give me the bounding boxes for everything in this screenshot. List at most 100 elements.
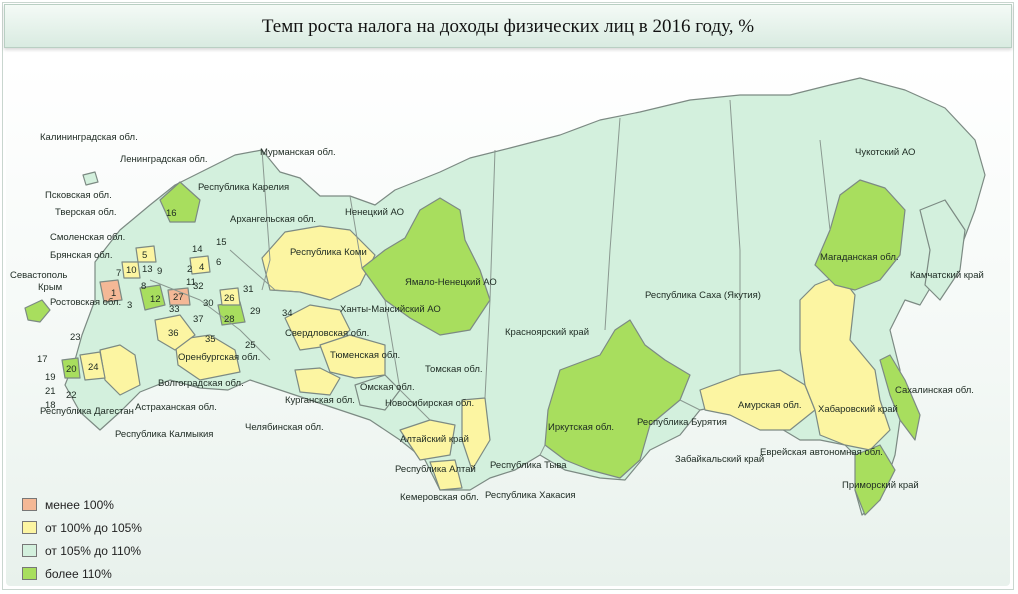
label-kemerovo: Кемеровская обл. xyxy=(400,492,479,503)
label-krasnoyarsk: Красноярский край xyxy=(505,327,589,338)
region-yamal xyxy=(361,197,491,336)
label-sakhalin: Сахалинская обл. xyxy=(895,385,974,396)
label-jewish: Еврейская автономная обл. xyxy=(760,447,883,458)
label-khakasia: Республика Хакасия xyxy=(485,490,576,501)
label-zabaikal: Забайкальский край xyxy=(675,454,764,465)
region-number: 13 xyxy=(142,264,153,275)
legend-label: от 105% до 110% xyxy=(45,543,142,558)
title-bar: Темп роста налога на доходы физических л… xyxy=(4,4,1012,48)
label-orenburg: Оренбургская обл. xyxy=(178,352,260,363)
region-number: 37 xyxy=(193,314,204,325)
legend-item: от 105% до 110% xyxy=(22,539,142,562)
region-omsk xyxy=(354,374,401,411)
region-number: 24 xyxy=(88,362,99,373)
region-number: 27 xyxy=(173,292,184,303)
label-tyumen: Тюменская обл. xyxy=(330,350,400,361)
label-crimea: Крым xyxy=(38,282,62,293)
label-tyva: Республика Тыва xyxy=(490,460,567,471)
legend-swatch-yellow xyxy=(22,521,37,534)
label-murmansk: Мурманская обл. xyxy=(260,147,336,158)
label-pskov: Псковская обл. xyxy=(45,190,112,201)
legend-swatch-orange xyxy=(22,498,37,511)
region-kalmykia xyxy=(79,351,106,381)
label-nenets: Ненецкий АО xyxy=(345,207,404,218)
region-primorsky xyxy=(854,444,896,516)
legend-label: менее 100% xyxy=(45,497,114,512)
label-omsk: Омская обл. xyxy=(360,382,415,393)
region-sakhalin xyxy=(879,354,921,441)
label-sevastopol: Севастополь xyxy=(10,270,67,281)
label-khabarovsk: Хабаровский край xyxy=(818,404,898,415)
legend-swatch-light-green xyxy=(22,544,37,557)
region-number: 10 xyxy=(126,265,137,276)
region-number: 22 xyxy=(66,390,77,401)
region-number: 11 xyxy=(186,277,196,288)
region-altai-krai xyxy=(399,419,456,461)
region-12 xyxy=(139,284,166,311)
label-kaliningrad: Калининградская обл. xyxy=(40,132,138,143)
region-number: 17 xyxy=(37,354,48,365)
label-smolensk: Смоленская обл. xyxy=(50,232,125,243)
region-number: 32 xyxy=(193,281,204,292)
region-magadan xyxy=(814,179,906,291)
region-5 xyxy=(135,245,157,263)
region-20 xyxy=(61,357,81,379)
region-number: 36 xyxy=(168,328,179,339)
region-number: 8 xyxy=(141,281,146,292)
region-number: 6 xyxy=(216,257,221,268)
region-kemerovo xyxy=(461,397,491,471)
legend: менее 100% от 100% до 105% от 105% до 11… xyxy=(22,493,142,585)
region-sverdlovsk xyxy=(284,304,351,351)
region-kurgan xyxy=(294,367,341,396)
region-number: 30 xyxy=(203,298,214,309)
region-number: 4 xyxy=(199,262,204,273)
label-kalmykia: Республика Калмыкия xyxy=(115,429,213,440)
region-1 xyxy=(99,279,123,303)
label-khanty: Ханты-Мансийский АО xyxy=(340,304,441,315)
label-novosibirsk: Новосибирская обл. xyxy=(385,398,474,409)
region-number: 7 xyxy=(116,268,121,279)
region-number: 19 xyxy=(45,372,56,383)
region-number: 21 xyxy=(45,386,56,397)
label-chukotka: Чукотский АО xyxy=(855,147,915,158)
region-number: 15 xyxy=(216,237,227,248)
label-altai-krai: Алтайский край xyxy=(400,434,469,445)
region-number: 28 xyxy=(224,314,235,325)
label-sverdlovsk: Свердловская обл. xyxy=(285,328,369,339)
region-10 xyxy=(121,261,141,279)
label-komi: Республика Коми xyxy=(290,247,367,258)
region-kamchatka xyxy=(919,199,966,301)
region-number: 23 xyxy=(70,332,81,343)
region-number: 9 xyxy=(157,266,162,277)
region-number: 5 xyxy=(142,250,147,261)
legend-label: от 100% до 105% xyxy=(45,520,142,535)
region-orenburg xyxy=(174,334,241,381)
label-altai-rep: Республика Алтай xyxy=(395,464,476,475)
region-26 xyxy=(219,287,241,306)
region-kaliningrad xyxy=(82,171,99,186)
region-karelia xyxy=(159,181,201,223)
legend-label: более 110% xyxy=(45,566,112,581)
label-yamal: Ямало-Ненецкий АО xyxy=(405,277,497,288)
region-number: 16 xyxy=(166,208,177,219)
region-number: 25 xyxy=(245,340,256,351)
label-arkhangelsk: Архангельская обл. xyxy=(230,214,316,225)
region-number: 26 xyxy=(224,293,235,304)
region-number: 14 xyxy=(192,244,203,255)
label-magadan: Магаданская обл. xyxy=(820,252,899,263)
label-tver: Тверская обл. xyxy=(55,207,117,218)
region-number: 1 xyxy=(111,288,116,299)
label-yakutia: Республика Саха (Якутия) xyxy=(645,290,761,301)
label-buryatia: Республика Бурятия xyxy=(637,417,727,428)
legend-swatch-green xyxy=(22,567,37,580)
legend-item: менее 100% xyxy=(22,493,142,516)
label-primorsky: Приморский край xyxy=(842,480,919,491)
region-36 xyxy=(154,314,196,351)
label-amur: Амурская обл. xyxy=(738,400,802,411)
label-kamchatka: Камчатский край xyxy=(910,270,984,281)
region-amur xyxy=(699,369,816,431)
label-chelyabinsk: Челябинская обл. xyxy=(245,422,324,433)
label-leningrad: Ленинградская обл. xyxy=(120,154,208,165)
label-bryansk: Брянская обл. xyxy=(50,250,112,261)
